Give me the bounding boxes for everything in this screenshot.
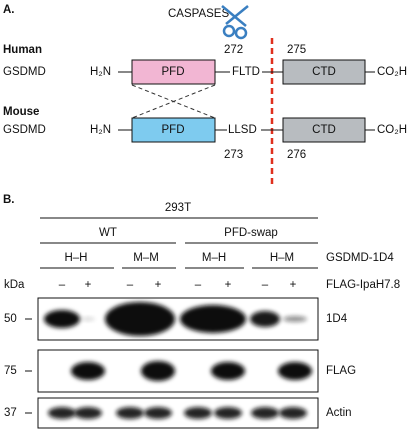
protein-label: GSDMD [3,124,46,136]
band [74,407,102,419]
lane-sign: – [195,279,202,291]
lane-sign: + [290,279,297,291]
ctd-box [282,117,366,143]
panel-label: B. [3,194,15,206]
lane-sign: – [262,279,269,291]
residue-number: 272 [224,44,243,56]
scissors-icon [221,5,249,40]
c-terminus: CO₂H [377,124,407,136]
mw-marker: 50 [4,313,17,325]
band [48,407,76,419]
n-terminus: H₂N [90,124,111,136]
band [71,362,105,380]
band [116,407,144,419]
row-label: FLAG-IpaH7.8 [326,279,400,291]
residue-number: 273 [224,149,243,161]
cell-line: 293T [165,202,191,214]
n-terminus: H₂N [90,66,111,78]
band [144,407,172,419]
pfd-box [131,117,216,143]
kda-label: kDa [4,279,25,291]
protein-label: GSDMD [3,66,46,78]
ctd-label: CTD [312,66,336,78]
blot-bands [71,361,312,381]
mw-marker: 75 [4,365,17,377]
band [214,407,242,419]
c-terminus: CO₂H [377,66,407,78]
band [44,310,80,328]
pfd-label: PFD [162,66,185,78]
linker-label: FLTD [232,66,260,78]
group-label: PFD-swap [224,227,278,239]
antibody-label: 1D4 [326,313,348,325]
residue-number: 275 [287,44,306,56]
blot-bands [48,407,307,419]
pair-label: H–M [270,252,294,264]
group-label: WT [99,227,117,239]
species-label: Human [3,44,42,56]
band [105,302,175,336]
caspases-label: CASPASES [168,8,229,20]
band [184,407,212,419]
antibody-label: FLAG [326,365,356,377]
linker-label: LLSD [228,124,257,136]
lane-sign: – [59,279,66,291]
pair-label: M–M [133,252,159,264]
band [279,407,307,419]
row-label: GSDMD-1D4 [326,252,394,264]
residue-number: 276 [287,149,306,161]
lane-sign: + [155,279,162,291]
lane-sign: – [127,279,134,291]
blot-bands [44,302,307,336]
pair-label: H–H [64,252,87,264]
lane-sign: + [225,279,232,291]
ctd-label: CTD [312,124,336,136]
band [283,316,307,322]
pfd-box [131,59,216,85]
band [250,311,280,327]
swap-line [131,84,216,119]
lane-sign: + [85,279,92,291]
species-label: Mouse [3,106,39,118]
band [180,305,246,333]
panel-label: A. [3,4,15,16]
band [211,362,245,380]
band [278,362,312,380]
band [251,407,279,419]
pair-label: M–H [202,252,226,264]
pfd-label: PFD [162,124,185,136]
band [141,361,175,381]
antibody-label: Actin [326,407,352,419]
mw-marker: 37 [4,407,17,419]
band [81,317,95,321]
